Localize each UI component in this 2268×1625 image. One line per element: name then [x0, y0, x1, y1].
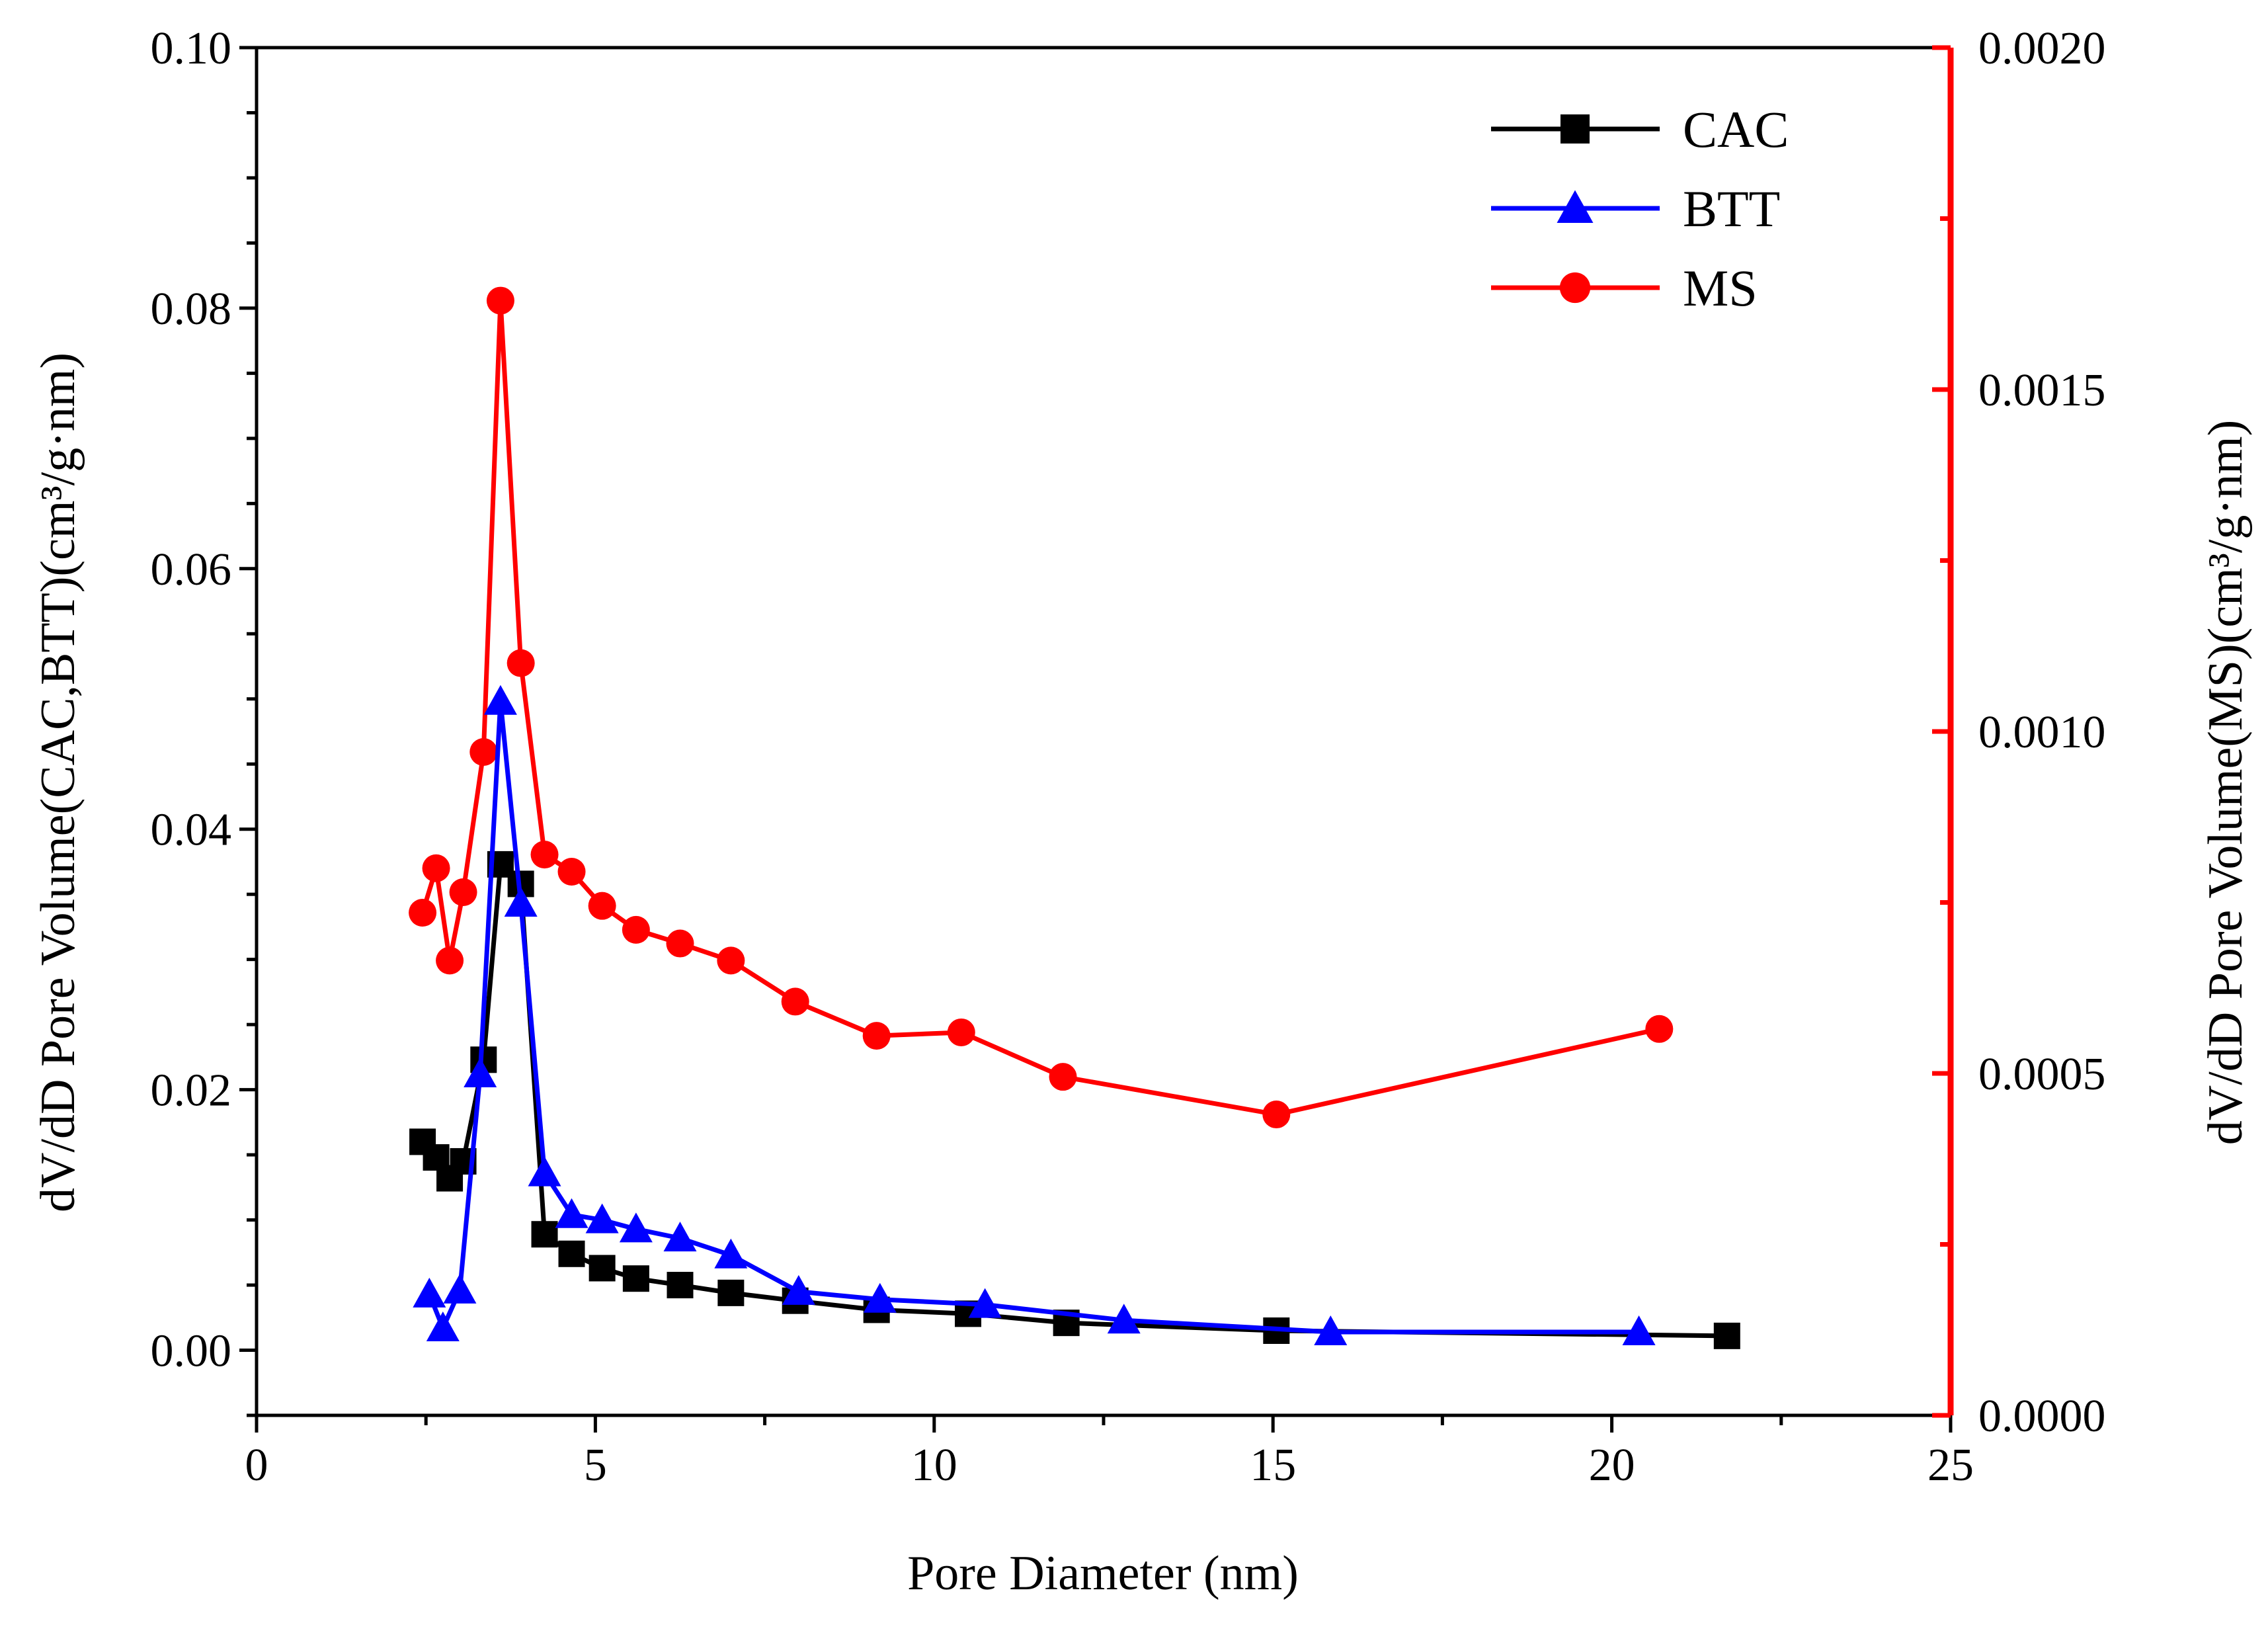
- y-left-tick-label: 0.06: [151, 544, 232, 595]
- btt-point: [1107, 1304, 1141, 1334]
- btt-point: [782, 1274, 815, 1305]
- btt-point: [443, 1273, 477, 1304]
- btt-point: [1314, 1315, 1348, 1345]
- legend-ms-label: MS: [1683, 259, 1758, 317]
- y-right-tick-label: 0.0015: [1978, 365, 2106, 416]
- ms-point: [947, 1018, 975, 1046]
- ms-point: [1049, 1063, 1077, 1091]
- legend-ms-marker: [1559, 272, 1591, 304]
- legend: CAC BTT MS: [1491, 101, 1789, 317]
- series-btt-line: [427, 699, 1639, 1335]
- btt-point: [426, 1312, 460, 1342]
- x-tick-label: 15: [1250, 1440, 1296, 1491]
- ms-point: [449, 878, 477, 906]
- btt-point: [504, 886, 538, 917]
- ms-point: [409, 899, 437, 927]
- cac-point: [558, 1240, 585, 1267]
- ms-point: [862, 1022, 891, 1050]
- btt-point: [1622, 1315, 1656, 1345]
- y-left-tick-label: 0.02: [151, 1065, 232, 1116]
- legend-btt-label: BTT: [1683, 180, 1780, 237]
- x-tick-label: 5: [584, 1440, 607, 1491]
- y-axis-right-title: dV/dD Pore Volume(MS)(cm³/g·nm): [2199, 420, 2253, 1146]
- btt-point: [483, 685, 517, 715]
- y-right-tick-label: 0.0000: [1978, 1391, 2106, 1442]
- ms-point: [666, 929, 694, 958]
- y-left-tick-label: 0.04: [151, 805, 232, 856]
- legend-btt-marker: [1557, 190, 1594, 223]
- cac-point: [588, 1255, 616, 1282]
- cac-point: [667, 1272, 694, 1299]
- legend-item-btt: BTT: [1491, 180, 1780, 237]
- ms-point: [588, 892, 616, 920]
- cac-point: [717, 1279, 745, 1306]
- axes: 0 5 10 15 20 25 0.00 0.02 0.04 0.06 0.08 0.10 0.0000…: [151, 23, 2106, 1491]
- ms-point: [557, 857, 586, 886]
- btt-point: [413, 1277, 446, 1308]
- ms-point: [622, 915, 650, 944]
- y-left-tick-label: 0.10: [151, 23, 232, 74]
- btt-point: [464, 1057, 497, 1087]
- cac-point: [1713, 1322, 1740, 1349]
- legend-cac-marker: [1560, 114, 1590, 144]
- x-axis-title: Pore Diameter (nm): [907, 1546, 1299, 1601]
- btt-point: [863, 1282, 897, 1313]
- cac-point: [531, 1221, 558, 1248]
- legend-item-cac: CAC: [1491, 101, 1789, 158]
- x-tick-label: 25: [1927, 1440, 1974, 1491]
- legend-cac-label: CAC: [1683, 101, 1789, 158]
- btt-point: [555, 1198, 588, 1228]
- y-right-tick-label: 0.0005: [1978, 1049, 2106, 1100]
- cac-point: [622, 1265, 649, 1292]
- ms-point: [469, 738, 498, 767]
- ms-point: [781, 987, 809, 1016]
- y-right-tick-label: 0.0010: [1978, 707, 2106, 758]
- ms-point: [717, 946, 745, 975]
- btt-point: [619, 1212, 653, 1243]
- ms-point: [506, 649, 535, 677]
- y-left-tick-label: 0.08: [151, 284, 232, 335]
- x-tick-label: 10: [911, 1440, 957, 1491]
- series-btt: [413, 685, 1656, 1345]
- ms-point: [530, 841, 559, 869]
- y-left-tick-label: 0.00: [151, 1326, 232, 1377]
- x-tick-label: 0: [245, 1440, 268, 1491]
- legend-item-ms: MS: [1491, 259, 1758, 317]
- series-layer: [409, 286, 1740, 1349]
- ms-point: [1645, 1015, 1674, 1043]
- y-axis-left-title: dV/dD Pore Volume(CAC,BTT)(cm³/g·nm): [31, 353, 85, 1212]
- btt-point: [714, 1238, 748, 1269]
- btt-point: [968, 1288, 1002, 1318]
- btt-point: [663, 1222, 697, 1252]
- btt-point: [585, 1203, 619, 1233]
- y-right-tick-label: 0.0020: [1978, 23, 2106, 74]
- ms-point: [1262, 1101, 1291, 1129]
- ms-point: [486, 286, 514, 315]
- series-ms: [409, 286, 1674, 1129]
- ms-point: [436, 946, 464, 975]
- x-tick-label: 20: [1589, 1440, 1635, 1491]
- ms-point: [422, 854, 450, 882]
- btt-point: [528, 1156, 561, 1187]
